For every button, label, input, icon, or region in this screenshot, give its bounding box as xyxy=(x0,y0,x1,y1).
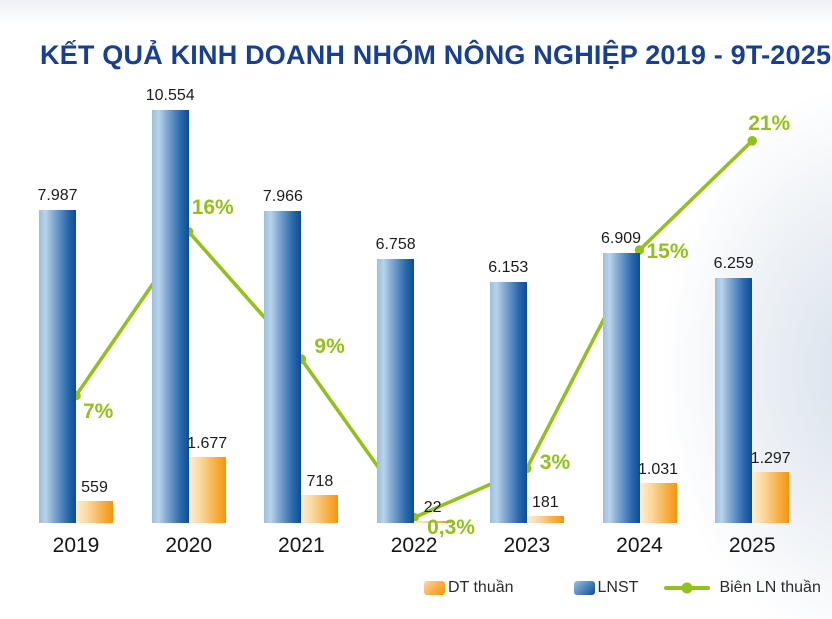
value-label-lnst-2022: 6.758 xyxy=(375,235,416,253)
legend-label-dt-thuan: DT thuần xyxy=(448,579,514,596)
bar-lnst-2025 xyxy=(715,278,753,523)
x-axis-label-2019: 2019 xyxy=(52,534,100,557)
legend-item-dt-thuan: DT thuần xyxy=(424,579,514,597)
pct-label-2025: 21% xyxy=(748,111,791,135)
pct-label-2021: 9% xyxy=(314,335,345,359)
legend-label-lnst: LNST xyxy=(597,579,639,596)
bar-lnst-2019 xyxy=(39,210,76,523)
x-axis-label-2024: 2024 xyxy=(616,534,663,557)
legend-line-dot xyxy=(681,582,693,594)
value-label-dt-thuan-2024: 1.031 xyxy=(637,460,679,478)
bar-lnst-2024 xyxy=(602,252,640,523)
value-label-lnst-2020: 10.554 xyxy=(145,87,195,105)
bar-dt-thuan-2024 xyxy=(639,482,677,523)
value-label-dt-thuan-2023: 181 xyxy=(531,493,559,511)
chart-title: KẾT QUẢ KINH DOANH NHÓM NÔNG NGHIỆP 2019… xyxy=(40,40,832,70)
legend-item-bien-ln-thuan: Biên LN thuần xyxy=(664,579,821,597)
bar-lnst-2023 xyxy=(489,282,527,523)
x-axis-label-2025: 2025 xyxy=(728,534,776,557)
value-label-dt-thuan-2020: 1.677 xyxy=(187,435,228,453)
bar-dt-thuan-2022 xyxy=(414,521,452,523)
value-label-dt-thuan-2019: 559 xyxy=(81,479,108,497)
bar-dt-thuan-2019 xyxy=(76,501,113,523)
legend-swatch-lnst xyxy=(573,581,595,595)
bar-dt-thuan-2023 xyxy=(526,515,564,523)
bar-lnst-2021 xyxy=(264,211,302,523)
pct-label-2023: 3% xyxy=(539,451,571,475)
legend-label-bien-ln-thuan: Biên LN thuần xyxy=(719,579,821,596)
pct-label-2024: 15% xyxy=(646,240,689,263)
value-label-lnst-2023: 6.153 xyxy=(488,259,529,277)
value-label-lnst-2025: 6.259 xyxy=(713,255,754,273)
pct-label-2019: 7% xyxy=(83,399,114,423)
x-axis-label-2023: 2023 xyxy=(503,534,551,557)
value-label-lnst-2024: 6.909 xyxy=(600,229,642,247)
value-label-lnst-2021: 7.966 xyxy=(262,188,303,206)
value-label-dt-thuan-2022: 22 xyxy=(423,499,442,516)
legend-swatch-dt-thuan xyxy=(424,581,445,595)
line-point-2025 xyxy=(747,136,757,146)
value-label-dt-thuan-2025: 1.297 xyxy=(750,450,791,468)
bar-dt-thuan-2020 xyxy=(188,457,226,523)
bar-lnst-2020 xyxy=(151,110,189,523)
pct-label-2020: 16% xyxy=(191,195,234,219)
bar-dt-thuan-2021 xyxy=(301,494,339,523)
background-top-fade xyxy=(0,0,832,26)
pct-label-2022: 0,3% xyxy=(427,515,475,539)
bar-lnst-2022 xyxy=(377,258,415,523)
bar-dt-thuan-2025 xyxy=(752,472,790,523)
legend-item-lnst: LNST xyxy=(573,579,639,597)
value-label-dt-thuan-2021: 718 xyxy=(306,472,334,490)
value-label-lnst-2019: 7.987 xyxy=(37,187,78,205)
x-axis-label-2020: 2020 xyxy=(165,534,213,557)
x-axis-label-2021: 2021 xyxy=(278,534,325,557)
x-axis-label-2022: 2022 xyxy=(390,534,438,557)
legend: DT thuần LNST Biên LN thuần xyxy=(424,578,821,598)
legend-line-marker xyxy=(664,582,711,594)
